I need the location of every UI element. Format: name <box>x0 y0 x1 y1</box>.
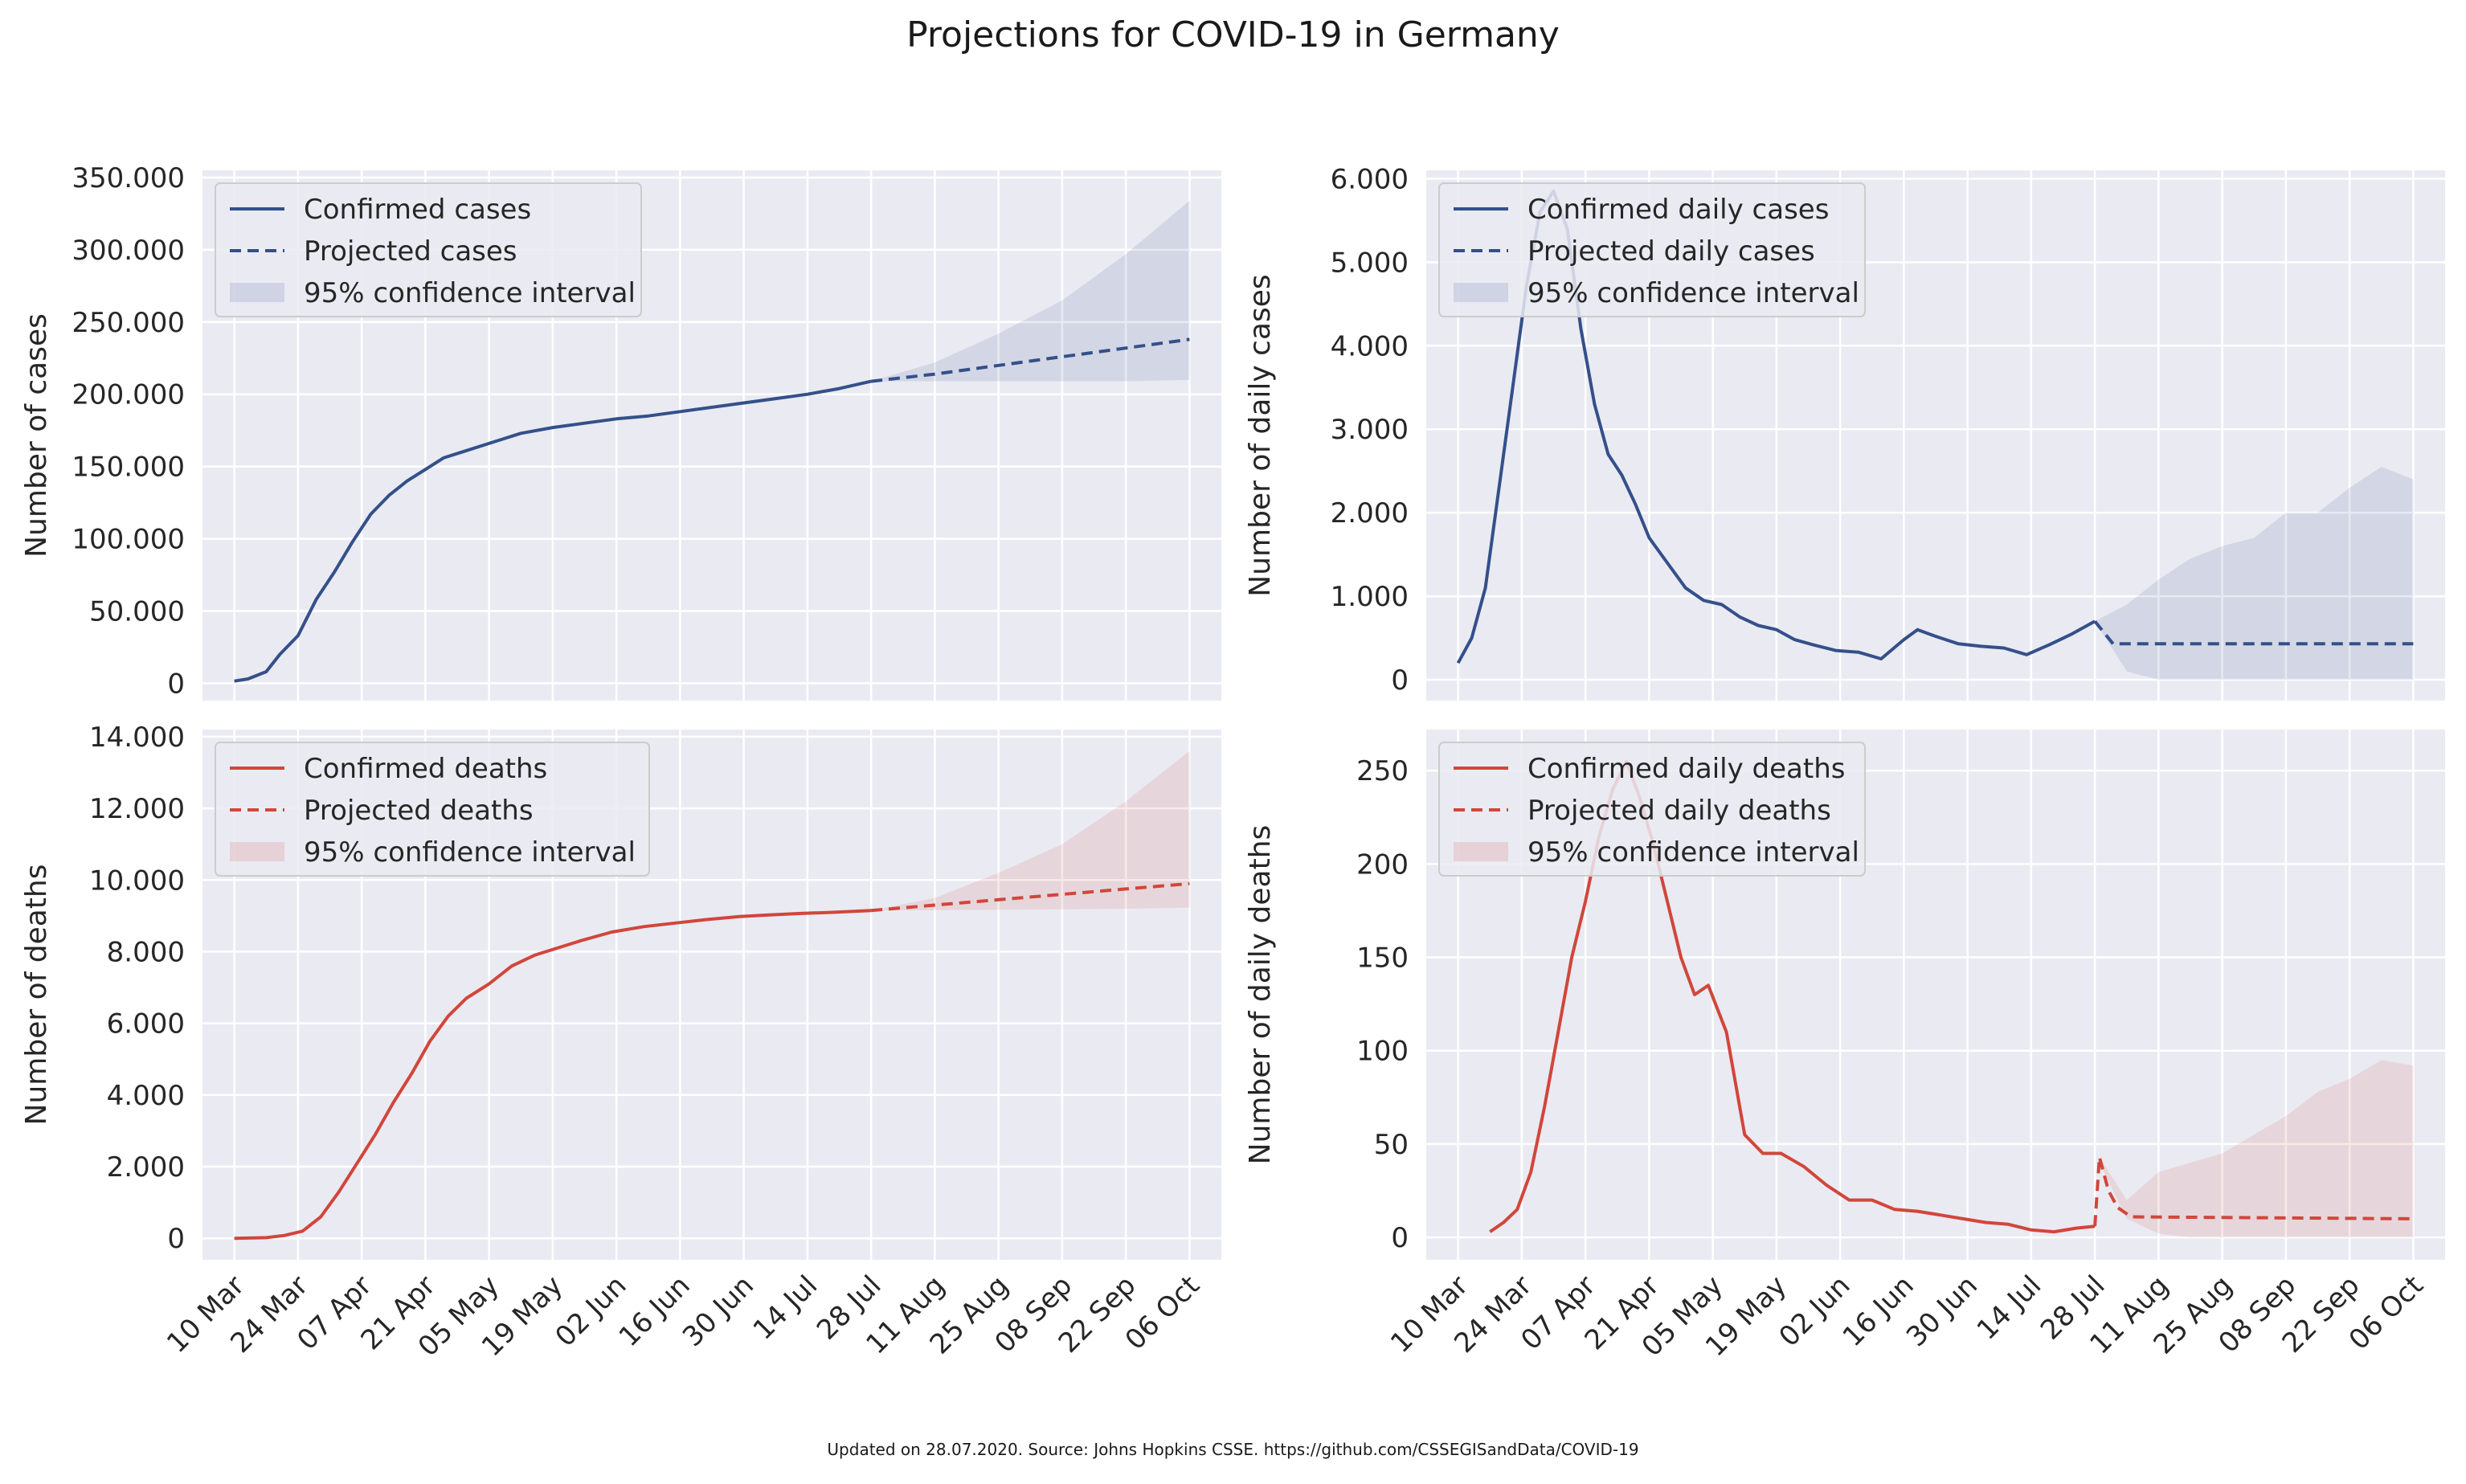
y-tick-label: 150 <box>1356 942 1409 975</box>
y-tick-label: 1.000 <box>1331 581 1409 613</box>
legend: Confirmed daily cases Projected daily cas… <box>1438 182 1866 317</box>
y-axis-label: Number of deaths <box>20 865 53 1126</box>
legend-label: 95% confidence interval <box>304 277 636 309</box>
confirmed-line <box>1489 759 2096 1234</box>
projected-line <box>2093 620 2414 646</box>
legend-label: 95% confidence interval <box>1527 277 1859 309</box>
x-tick-label: 16 Jun <box>1837 1269 1920 1353</box>
y-tick-label: 100 <box>1356 1036 1409 1068</box>
legend: Confirmed daily deaths Projected daily de… <box>1438 742 1866 877</box>
confidence-band <box>871 750 1190 911</box>
y-tick-label: 6.000 <box>107 1008 185 1040</box>
panel-daily-cases: 0 1.000 2.000 3.000 4.000 5.000 6.000 Number of… <box>1244 163 2445 701</box>
y-tick-label: 0 <box>167 1223 185 1255</box>
y-tick-label: 2.000 <box>1331 497 1409 529</box>
y-tick-label: 50.000 <box>89 596 185 628</box>
legend-label: Confirmed cases <box>304 194 531 226</box>
y-tick-label: 0 <box>1391 1222 1409 1254</box>
y-tick-label: 250.000 <box>72 307 185 339</box>
x-tick-label: 16 Jun <box>613 1269 697 1353</box>
legend-swatch-band <box>1454 842 1508 861</box>
x-tick-label: 02 Jun <box>1773 1269 1856 1353</box>
confidence-band <box>871 200 1190 382</box>
legend-label: Confirmed daily cases <box>1527 194 1829 226</box>
legend: Confirmed cases Projected cases 95% confid… <box>215 182 642 317</box>
legend: Confirmed deaths Projected deaths 95% conf… <box>215 742 650 877</box>
y-tick-label: 200 <box>1356 848 1409 881</box>
legend-label: 95% confidence interval <box>304 836 636 869</box>
y-tick-label: 250 <box>1356 755 1409 787</box>
y-tick-label: 12.000 <box>89 793 185 825</box>
figure-title: Projections for COVID-19 in Germany <box>906 14 1560 55</box>
projected-line <box>870 881 1190 913</box>
y-tick-label: 6.000 <box>1331 163 1409 195</box>
legend-label: Confirmed daily deaths <box>1527 753 1845 785</box>
x-tick-label: 14 Jul <box>747 1269 824 1347</box>
legend-frame <box>215 742 650 877</box>
y-tick-label: 350.000 <box>72 162 185 194</box>
confirmed-line <box>234 909 872 1241</box>
y-tick-label: 50 <box>1374 1129 1409 1161</box>
y-axis-label: Number of daily deaths <box>1244 825 1277 1165</box>
y-tick-label: 14.000 <box>89 722 185 754</box>
legend-swatch-band <box>230 283 284 302</box>
legend-label: Projected daily cases <box>1527 235 1815 268</box>
legend-swatch-band <box>230 842 284 861</box>
y-tick-label: 4.000 <box>107 1080 185 1112</box>
x-tick-label: 14 Jul <box>1971 1269 2048 1347</box>
y-tick-label: 300.000 <box>72 235 185 267</box>
y-tick-label: 4.000 <box>1331 330 1409 362</box>
projected-line <box>2093 1155 2414 1227</box>
x-tick-label: 30 Jun <box>1900 1269 1984 1353</box>
y-tick-label: 10.000 <box>89 865 185 897</box>
y-axis-label: Number of daily cases <box>1244 274 1277 596</box>
legend-swatch-band <box>1454 283 1508 302</box>
y-tick-label: 3.000 <box>1331 414 1409 446</box>
panel-deaths: 0 2.000 4.000 6.000 8.000 10.000 12.000 14.000 1… <box>20 722 1221 1363</box>
y-tick-label: 150.000 <box>72 452 185 484</box>
legend-label: 95% confidence interval <box>1527 836 1859 869</box>
y-tick-label: 200.000 <box>72 379 185 411</box>
legend-frame <box>215 182 642 317</box>
y-axis-label: Number of cases <box>20 313 53 558</box>
confirmed-line <box>234 379 872 683</box>
legend-label: Projected cases <box>304 235 517 268</box>
y-tick-label: 0 <box>167 668 185 700</box>
projected-line <box>870 337 1190 383</box>
source-footer: Updated on 28.07.2020. Source: Johns Hop… <box>827 1440 1639 1459</box>
x-tick-label: 02 Jun <box>549 1269 632 1353</box>
legend-label: Confirmed deaths <box>304 753 547 785</box>
confidence-band <box>2095 466 2414 681</box>
legend-label: Projected daily deaths <box>1527 795 1831 827</box>
y-tick-label: 8.000 <box>107 936 185 968</box>
y-tick-label: 0 <box>1391 664 1409 697</box>
legend-label: Projected deaths <box>304 795 534 827</box>
panel-cases: 0 50.000 100.000 150.000 200.000 250.000 300.0… <box>20 162 1221 701</box>
y-tick-label: 5.000 <box>1331 247 1409 279</box>
y-tick-label: 100.000 <box>72 524 185 556</box>
y-tick-label: 2.000 <box>107 1151 185 1184</box>
confidence-band <box>2099 1060 2414 1238</box>
x-tick-label: 30 Jun <box>677 1269 760 1353</box>
legend-frame <box>1438 182 1866 317</box>
legend-frame <box>1438 742 1866 877</box>
